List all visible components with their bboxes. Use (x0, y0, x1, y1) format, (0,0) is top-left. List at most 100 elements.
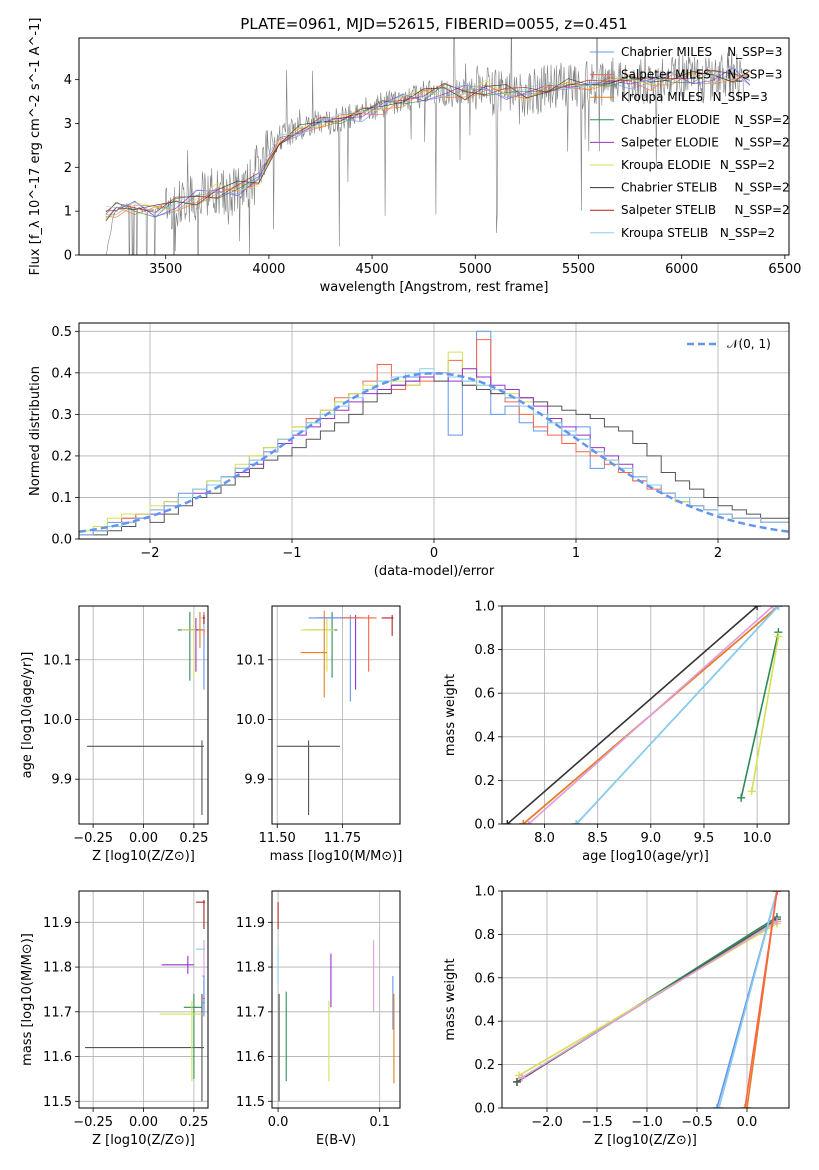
legend-nssp: N_SSP=2 (735, 203, 790, 217)
x-tick-label: −1 (282, 546, 301, 561)
plus-marker (773, 917, 781, 926)
mass-weight-line (744, 891, 778, 1108)
legend-nssp: N_SSP=3 (727, 45, 782, 59)
y-tick-label: 11.8 (236, 961, 265, 976)
model-spectrum-line (105, 72, 750, 218)
model-spectrum-line (105, 72, 750, 218)
y-axis-label: mass weight (443, 958, 458, 1040)
y-axis-label: Flux [f_λ 10^-17 erg cm^-2 s^-1 A^-1] (28, 18, 43, 276)
plus-marker (503, 820, 512, 824)
x-tick-label: 0.00 (129, 831, 158, 846)
x-tick-label: 0.0 (737, 1115, 758, 1130)
mass-weight-line (506, 606, 758, 824)
y-tick-label: 11.6 (236, 1050, 265, 1065)
y-tick-label: 1 (64, 205, 72, 220)
y-axis-label: Normed distribution (28, 366, 43, 496)
y-tick-label: 0.2 (51, 449, 72, 464)
y-tick-label: 0.4 (474, 730, 495, 745)
x-axis-label: mass [log10(M/M⊙)] (270, 849, 403, 864)
y-tick-label: 0.3 (51, 408, 72, 423)
x-tick-label: −2 (140, 546, 159, 561)
age-vs-metallicity-panel: −0.25 0.00 0.25 9.9 10.0 10.1 Z [log10(Z/Z⊙)] a… (20, 605, 209, 864)
x-tick-label: 0.0 (268, 1115, 289, 1130)
y-tick-label: 4 (64, 73, 72, 88)
y-tick-label: 11.7 (43, 1005, 72, 1020)
plot-area (503, 606, 783, 824)
y-tick-label: 0.2 (474, 1058, 495, 1073)
x-tick-label: −2.0 (531, 1115, 563, 1130)
y-tick-label: 0.6 (474, 687, 495, 702)
x-tick-label: −0.5 (681, 1115, 713, 1130)
y-tick-label: 9.9 (244, 773, 265, 788)
y-tick-label: 11.7 (236, 1005, 265, 1020)
plus-marker (769, 606, 778, 610)
plot-frame (271, 890, 401, 1109)
x-tick-label: 5000 (459, 262, 492, 277)
x-tick-label: 0 (430, 546, 438, 561)
x-tick-label: 10.0 (743, 831, 772, 846)
histogram-step-line (79, 368, 789, 539)
y-tick-label: 10.0 (43, 713, 72, 728)
plot-area (79, 330, 789, 539)
y-tick-label: 0.2 (474, 774, 495, 789)
y-tick-label: 0.1 (51, 491, 72, 506)
y-tick-label: 0.6 (474, 971, 495, 986)
plot-frame (271, 605, 401, 825)
legend-label: Chabrier ELODIE (621, 113, 720, 127)
x-tick-label: −0.25 (73, 831, 113, 846)
x-tick-label: 4000 (252, 262, 285, 277)
model-spectrum-line (105, 66, 751, 214)
mass-weight-line (751, 636, 780, 792)
plot-frame (78, 605, 209, 825)
y-tick-label: 11.5 (236, 1095, 265, 1110)
plot-frame (501, 605, 790, 825)
plus-marker (774, 606, 783, 610)
x-tick-label: 8.0 (534, 831, 555, 846)
x-tick-label: 6000 (665, 262, 698, 277)
y-tick-label: 1.0 (474, 885, 495, 900)
x-tick-label: 4500 (356, 262, 389, 277)
legend-label: Kroupa ELODIE (621, 158, 711, 172)
plus-marker (572, 820, 581, 824)
plus-marker (513, 1077, 521, 1086)
x-axis-label: (data-model)/error (374, 564, 495, 579)
y-axis-label: mass [log10(M/M⊙)] (20, 933, 35, 1066)
legend-nssp: N_SSP=2 (720, 226, 775, 240)
plus-marker (519, 820, 528, 824)
plot-frame (78, 322, 790, 540)
x-axis-label: Z [log10(Z/Z⊙)] (92, 1133, 195, 1148)
legend-label: Salpeter STELIB (621, 203, 716, 217)
plus-marker (524, 820, 533, 824)
x-tick-label: 6500 (768, 262, 801, 277)
x-axis-label: wavelength [Angstrom, rest frame] (320, 280, 549, 295)
residuals-panel: −2 −1 0 1 2 0.0 0.1 0.2 0.3 0.4 0.5 (data-model)/er… (28, 322, 790, 579)
x-tick-label: 2 (714, 546, 722, 561)
y-tick-label: 10.0 (236, 713, 265, 728)
y-axis-label: mass weight (443, 674, 458, 756)
plot-area (513, 891, 781, 1108)
plot-frame (78, 37, 790, 256)
x-axis-label: Z [log10(Z/Z⊙)] (594, 1133, 697, 1148)
y-tick-label: 9.9 (51, 773, 72, 788)
x-tick-label: −1.5 (581, 1115, 613, 1130)
plus-marker (713, 1104, 721, 1108)
plot-area (277, 902, 395, 1102)
x-tick-label: −1.0 (631, 1115, 663, 1130)
plus-marker (737, 793, 746, 802)
y-tick-label: 10.1 (236, 653, 265, 668)
plus-marker (753, 606, 762, 610)
legend-label: Chabrier STELIB (621, 181, 717, 195)
y-tick-label: 0.0 (51, 533, 72, 548)
x-tick-label: 9.5 (694, 831, 715, 846)
y-tick-label: 0.8 (474, 643, 495, 658)
plot-frame (78, 890, 209, 1109)
plot-area (105, 38, 751, 255)
legend-label: 𝒩(0, 1) (727, 337, 771, 351)
x-tick-label: 8.5 (587, 831, 608, 846)
y-tick-label: 0.4 (51, 366, 72, 381)
massweight-vs-metallicity-panel: −2.0 −1.5 −1.0 −0.5 0.0 0.0 0.2 0.4 0.6 0.8 1.0 Z [… (443, 885, 790, 1148)
plus-marker (773, 891, 781, 895)
y-tick-label: 11.9 (43, 916, 72, 931)
x-tick-label: 0.25 (179, 831, 208, 846)
legend-label: Salpeter MILES (621, 68, 711, 82)
